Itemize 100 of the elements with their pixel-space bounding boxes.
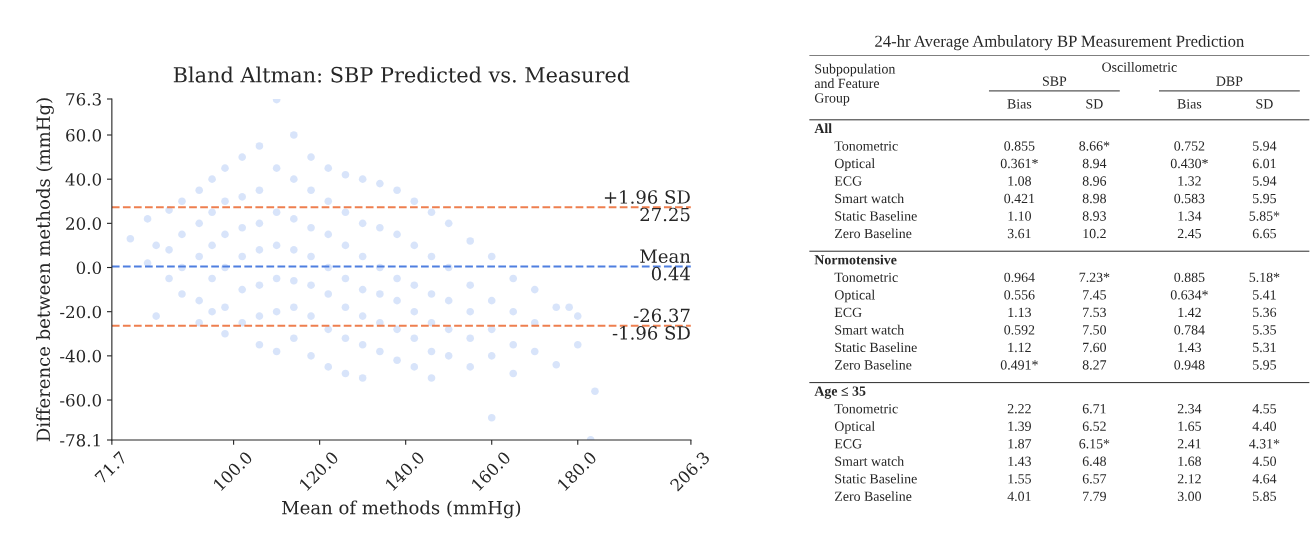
text: 4.01 [1007,491,1031,502]
text: All [814,123,832,133]
text: 1.10 [1008,211,1031,221]
text: 0.964 [1004,272,1035,283]
text: 2.45 [1177,228,1202,239]
text: SD [1086,99,1103,109]
annotation: 27.25 [640,207,690,222]
y-tick-label: 0.0 [76,261,102,275]
text: SBP [1042,76,1067,86]
text: Oscillometric [1102,62,1177,72]
x-axis-title: Mean of methods (mmHg) [282,500,521,519]
y-tick-label: -78.1 [60,433,100,447]
text: Age ≤ 35 [814,386,866,399]
text: 6.01 [1252,158,1276,169]
text: 0.885 [1174,272,1205,283]
y-tick-label: -20.0 [60,305,102,319]
text: ECG [834,307,862,318]
text: Zero Baseline [835,228,912,239]
text: 1.87 [1008,439,1032,449]
text: 2.12 [1177,474,1201,484]
text: 8.96 [1082,176,1107,186]
text: Static Baseline [835,473,917,484]
ref-line-label: -26.37 [633,308,690,323]
text: 1.55 [1008,474,1031,484]
y-tick-label: 60.0 [66,128,102,142]
text: ECG [834,439,862,449]
text: ECG [834,176,862,186]
text: 1.12 [1008,342,1031,353]
text: 5.18* [1249,272,1280,283]
text: 0.430* [1170,158,1208,169]
text: SD [1256,99,1273,109]
text: 3.61 [1007,228,1031,239]
text: 3.00 [1177,491,1202,502]
text: 0.592 [1004,325,1035,335]
text: 0.752 [1174,141,1205,151]
text: 0.491* [1000,360,1038,370]
text: 4.50 [1252,456,1277,467]
text: 1.43 [1008,456,1031,467]
text: 6.15* [1079,439,1110,449]
text: 0.361* [1000,158,1038,169]
text: Optical [834,289,875,303]
text: 5.36 [1253,307,1277,318]
text: 6.57 [1082,474,1107,484]
text: 2.41 [1177,439,1201,449]
text: Zero Baseline [835,359,912,370]
text: 6.65 [1252,228,1277,239]
text: 5.95 [1253,193,1277,204]
y-tick-label: 40.0 [65,173,102,186]
annotation: 0.44 [651,266,690,281]
text: 8.66* [1079,141,1110,151]
text: 0.583 [1174,193,1205,204]
text: Bias [1007,99,1032,109]
text: 0.855 [1004,141,1035,151]
text: 5.35 [1253,325,1277,335]
text: Static Baseline [835,210,917,221]
y-axis-title: Difference between methods (mmHg) [36,98,54,442]
text: 8.27 [1082,360,1107,370]
text: Bias [1177,99,1202,109]
text: 8.93 [1082,211,1106,221]
y-tick-label: -40.0 [60,349,102,363]
text: 6.48 [1082,456,1107,467]
y-tick-label: 20.0 [66,217,102,230]
chart-title: Bland Altman: SBP Predicted vs. Measured [173,66,630,83]
text: Optical [834,158,875,171]
text: 5.41 [1253,290,1276,300]
text: 0.556 [1004,290,1035,300]
text: 1.32 [1178,176,1201,186]
text: 5.94 [1253,176,1277,186]
text: 5.85 [1253,491,1277,502]
text: 7.60 [1083,342,1107,353]
text: 7.50 [1083,325,1107,335]
text: 1.39 [1008,421,1031,431]
text: Normotensive [814,254,897,265]
text: 7.53 [1083,307,1106,318]
text: 1.08 [1008,176,1031,186]
text: Static Baseline [835,342,917,353]
y-tick-label: -60.0 [60,393,102,407]
text: Tonometric [834,141,898,151]
text: 4.40 [1252,421,1277,431]
text: 0.784 [1174,325,1205,335]
text: 7.79 [1083,491,1106,502]
text: 7.45 [1083,290,1106,300]
text: 2.34 [1177,404,1202,414]
text: 7.23* [1079,272,1110,283]
ref-line-label: +1.96 SD [604,190,690,204]
text: 10.2 [1083,228,1106,239]
text: 4.31* [1249,439,1280,449]
text: Zero Baseline [835,491,912,501]
y-tick-label: 76.3 [66,92,101,106]
text: 1.65 [1178,421,1202,431]
text: 4.55 [1252,404,1277,414]
text: 0.634* [1170,290,1208,300]
text: Smart watch [835,456,904,466]
text: Optical [834,421,875,434]
text: DBP [1216,76,1243,86]
text: 1.13 [1008,307,1031,318]
text: 0.421 [1004,193,1035,204]
ref-line-label: Mean [640,249,691,264]
text: 5.94 [1253,141,1277,151]
text: 8.94 [1082,158,1107,169]
